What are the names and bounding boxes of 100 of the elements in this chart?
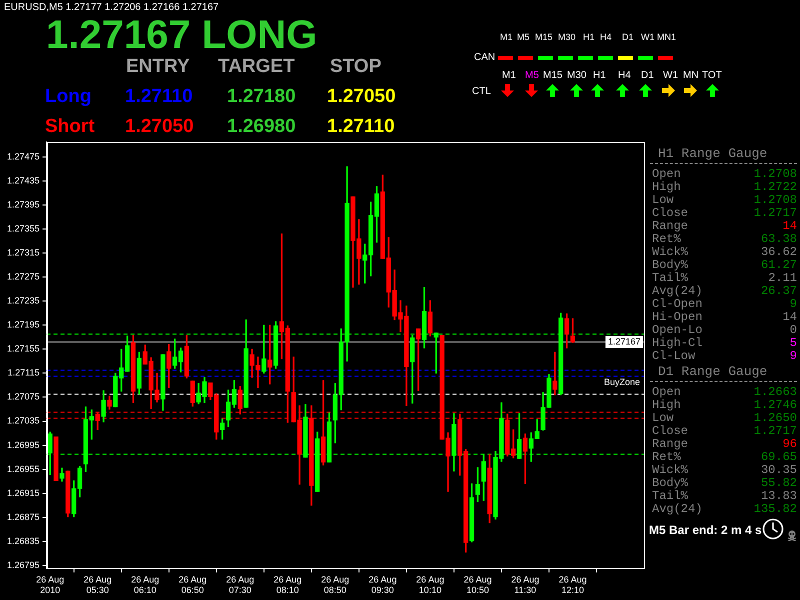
y-tick-label: 1.27155 (6, 344, 40, 354)
text: High (652, 398, 681, 412)
text: Wick% (652, 463, 688, 477)
text: 1.27110 (327, 116, 395, 138)
text: 1.2722 (754, 180, 797, 194)
text: TARGET (218, 56, 295, 78)
text: Wick% (652, 245, 688, 259)
text: 5 (790, 336, 797, 350)
y-tick-label: 1.27235 (6, 296, 40, 306)
text: Tail% (652, 271, 688, 285)
text: 69.65 (760, 450, 797, 464)
y-tick-label: 1.27275 (6, 272, 40, 282)
y-tick-label: 1.26835 (6, 536, 40, 546)
text: Body% (652, 258, 688, 272)
text: 1.2708 (754, 167, 797, 181)
text: 1.26980 (227, 116, 296, 138)
text: CAN (474, 52, 496, 63)
text: 63.38 (760, 232, 797, 246)
text: 13.83 (760, 489, 797, 503)
text: TOT (702, 70, 722, 81)
x-tick-label: 26 Aug 06:50 (178, 574, 207, 596)
text: 55.82 (760, 476, 797, 490)
text: 30.35 (760, 463, 797, 477)
text: 0 (790, 323, 797, 337)
text: 1.2663 (754, 385, 797, 399)
text: Ret% (652, 232, 681, 246)
text: 1.2650 (754, 411, 797, 425)
x-tick-label: 26 Aug 2010 (36, 574, 64, 596)
text: D1 (622, 32, 634, 42)
text: M1 (500, 32, 513, 42)
ref-line-label: BuyZone (604, 377, 640, 388)
text: Open-Lo (652, 323, 702, 337)
y-tick-label: 1.26915 (6, 488, 40, 498)
text: 61.27 (760, 258, 797, 272)
text: D1 Range Gauge (658, 364, 768, 379)
y-tick-label: 1.26875 (6, 512, 40, 522)
text: Ret% (652, 450, 681, 464)
x-tick-label: 26 Aug 09:30 (368, 574, 397, 596)
y-tick-label: 1.27475 (6, 152, 40, 162)
ref-line-label: 1.27167 (608, 336, 641, 346)
text: M5 Bar end: 2 m 4 s (649, 523, 762, 537)
text: 96 (782, 437, 797, 451)
text: STOP (330, 56, 382, 78)
text: High-Cl (652, 336, 702, 350)
text: MN1 (657, 32, 676, 42)
text: Close (652, 424, 688, 438)
text: H4 (600, 32, 612, 42)
text: Close (652, 206, 688, 220)
text: 2.11 (768, 271, 797, 285)
text: 1.27050 (327, 86, 396, 108)
text: M30 (567, 70, 586, 81)
text: M30 (558, 32, 576, 42)
y-tick-label: 1.27315 (6, 248, 40, 258)
x-tick-label: 26 Aug 07:30 (226, 574, 254, 596)
text: Body% (652, 476, 688, 490)
text: High (652, 180, 681, 194)
text: Avg(24) (652, 284, 702, 298)
y-tick-label: 1.27115 (8, 368, 40, 378)
text: M15 (543, 70, 562, 81)
chart-title: EURUSD,M5 1.27177 1.27206 1.27166 1.27167 (4, 2, 219, 13)
x-tick-label: 26 Aug 08:50 (321, 574, 350, 596)
text: 1.27050 (125, 116, 194, 138)
x-tick-label: 26 Aug 12:10 (558, 574, 587, 596)
text: 9 (790, 349, 797, 363)
y-tick-label: 1.27355 (6, 224, 40, 234)
text: 1.2708 (754, 193, 797, 207)
x-tick-label: 26 Aug 11:30 (511, 574, 540, 596)
text: Cl-Open (652, 297, 702, 311)
text: H1 (593, 70, 606, 81)
text: CTL (472, 86, 491, 97)
y-tick-label: 1.27075 (6, 392, 40, 402)
text: W1 (663, 70, 678, 81)
text: H1 (583, 32, 595, 42)
text: 14 (782, 219, 797, 233)
text: H1 Range Gauge (658, 146, 768, 161)
text: 1.27167 LONG (46, 13, 318, 58)
y-tick-label: 1.26955 (6, 464, 40, 474)
text: Open (652, 167, 681, 181)
y-tick-label: 1.26995 (6, 440, 40, 450)
y-tick-label: 1.26795 (6, 560, 40, 570)
text: 1.2717 (754, 206, 797, 220)
x-tick-label: 26 Aug 08:10 (274, 574, 302, 596)
y-tick-label: 1.27395 (6, 200, 40, 210)
text: W1 (641, 32, 654, 42)
text: 1.2717 (754, 424, 797, 438)
text: 9 (790, 297, 797, 311)
text: Avg(24) (652, 502, 702, 516)
y-tick-label: 1.27195 (6, 320, 40, 330)
text: Range (652, 219, 688, 233)
text: Tail% (652, 489, 688, 503)
text: 26.37 (760, 284, 797, 298)
text: M1 (502, 70, 516, 81)
text: 1.27180 (227, 86, 296, 108)
text: Low (652, 411, 674, 425)
text: H4 (618, 70, 631, 81)
text: M15 (535, 32, 553, 42)
text: MN (683, 70, 699, 81)
text: D1 (641, 70, 654, 81)
text: M5 (525, 70, 539, 81)
text: M5 (517, 32, 530, 42)
